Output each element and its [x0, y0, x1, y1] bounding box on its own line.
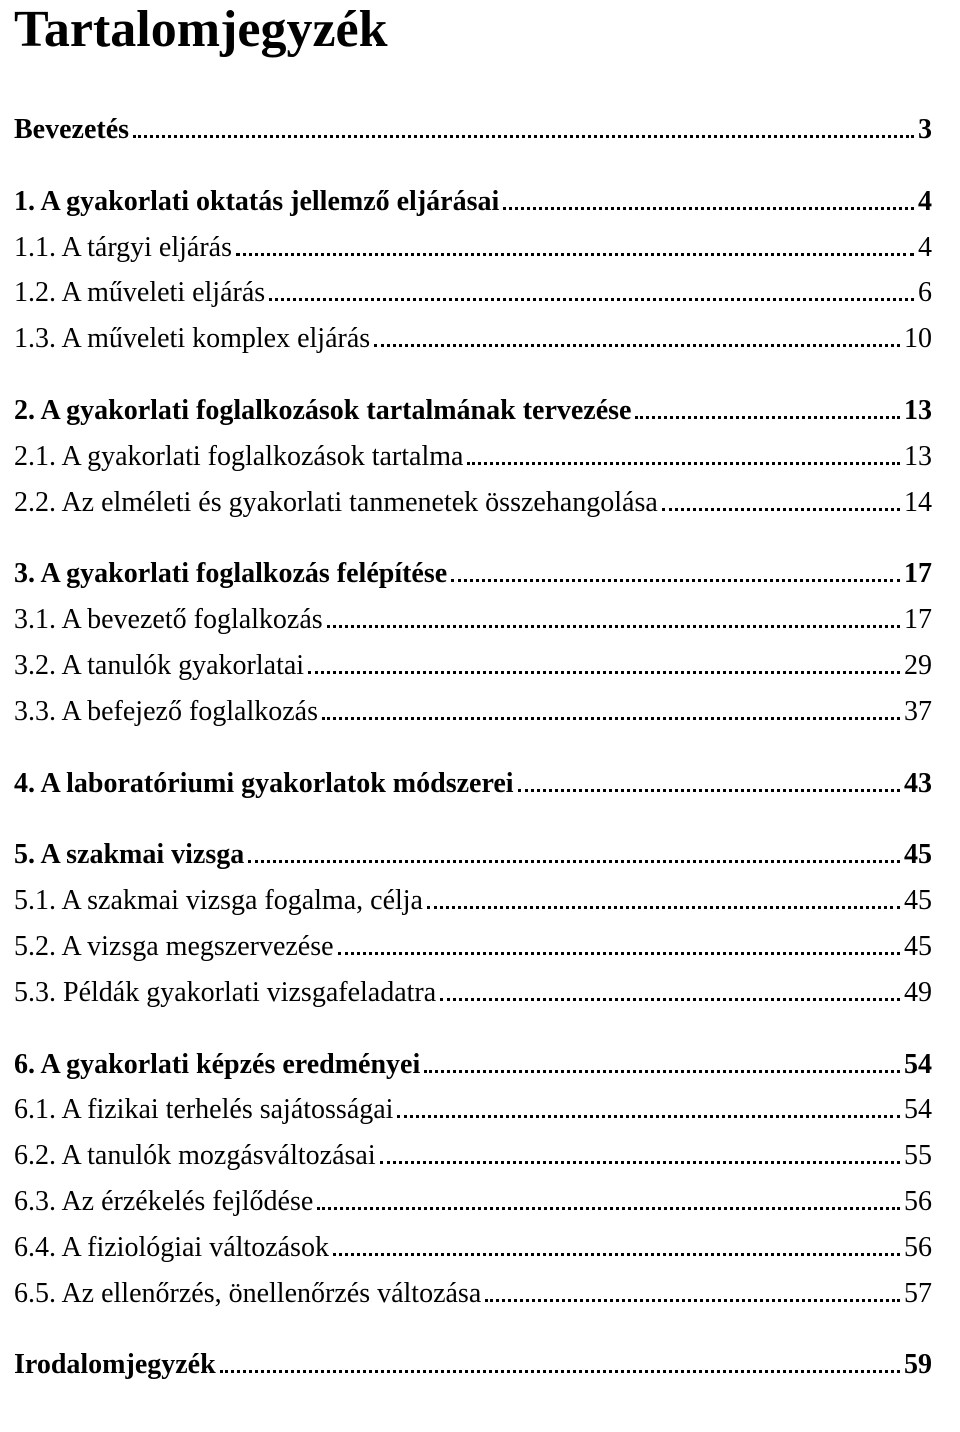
toc-entry: 6.2. A tanulók mozgásváltozásai 55: [14, 1137, 932, 1175]
toc-entry: Irodalomjegyzék 59: [14, 1346, 932, 1384]
toc-entry-page: 43: [904, 765, 932, 803]
toc-entry: 2.1. A gyakorlati foglalkozások tartalma…: [14, 438, 932, 476]
toc-entry-label: 5. A szakmai vizsga: [14, 836, 244, 874]
dot-leader: [322, 694, 900, 719]
toc-entry-label: 6.2. A tanulók mozgásváltozásai: [14, 1137, 376, 1175]
toc-entry-label: 3. A gyakorlati foglalkozás felépítése: [14, 555, 447, 593]
toc-entry-label: 3.1. A bevezető foglalkozás: [14, 601, 323, 639]
dot-leader: [269, 276, 914, 301]
toc-entry: 2. A gyakorlati foglalkozások tartalmána…: [14, 392, 932, 430]
toc-entry-page: 55: [904, 1137, 932, 1175]
toc-entry: 6.1. A fizikai terhelés sajátosságai 54: [14, 1091, 932, 1129]
toc-entry: 2.2. Az elméleti és gyakorlati tanmenete…: [14, 484, 932, 522]
dot-leader: [440, 975, 900, 1000]
toc-entry-label: 2.2. Az elméleti és gyakorlati tanmenete…: [14, 484, 658, 522]
toc-entry-page: 6: [918, 274, 932, 312]
toc-entry-page: 13: [904, 438, 932, 476]
toc-entry-page: 29: [904, 647, 932, 685]
toc-entry-page: 56: [904, 1183, 932, 1221]
dot-leader: [662, 485, 900, 510]
toc-entry: 5. A szakmai vizsga 45: [14, 836, 932, 874]
dot-leader: [635, 394, 900, 419]
dot-leader: [485, 1276, 900, 1301]
toc-entry-label: 6.5. Az ellenőrzés, önellenőrzés változá…: [14, 1275, 481, 1313]
toc-entry-label: 6.1. A fizikai terhelés sajátosságai: [14, 1091, 393, 1129]
toc-entry: Bevezetés 3: [14, 111, 932, 149]
toc-entry-page: 17: [904, 555, 932, 593]
dot-leader: [327, 603, 900, 628]
toc-entry-label: 3.2. A tanulók gyakorlatai: [14, 647, 304, 685]
toc-entry-label: 5.1. A szakmai vizsga fogalma, célja: [14, 882, 423, 920]
toc-entry-page: 45: [904, 882, 932, 920]
toc-entry: 5.3. Példák gyakorlati vizsgafeladatra 49: [14, 974, 932, 1012]
toc-entry-page: 10: [904, 320, 932, 358]
toc-entry-label: Irodalomjegyzék: [14, 1346, 216, 1384]
toc-entry-page: 3: [918, 111, 932, 149]
toc-entry-page: 17: [904, 601, 932, 639]
toc-entry: 3.1. A bevezető foglalkozás 17: [14, 601, 932, 639]
toc-entry-label: 4. A laboratóriumi gyakorlatok módszerei: [14, 765, 514, 803]
dot-leader: [467, 439, 900, 464]
toc-entry-label: 1.1. A tárgyi eljárás: [14, 229, 232, 267]
toc-entry-label: 1.3. A műveleti komplex eljárás: [14, 320, 370, 358]
dot-leader: [236, 230, 914, 255]
toc-entry-page: 45: [904, 836, 932, 874]
dot-leader: [380, 1139, 900, 1164]
toc-entry-page: 13: [904, 392, 932, 430]
dot-leader: [424, 1047, 900, 1072]
toc-entry-label: 6.3. Az érzékelés fejlődése: [14, 1183, 313, 1221]
toc-entry-page: 54: [904, 1046, 932, 1084]
dot-leader: [333, 1230, 900, 1255]
toc-entry: 6. A gyakorlati képzés eredményei 54: [14, 1046, 932, 1084]
toc-entry-label: 6.4. A fiziológiai változások: [14, 1229, 329, 1267]
toc-entry: 3. A gyakorlati foglalkozás felépítése 17: [14, 555, 932, 593]
toc-entry-label: 1.2. A műveleti eljárás: [14, 274, 265, 312]
toc-entry: 5.1. A szakmai vizsga fogalma, célja 45: [14, 882, 932, 920]
dot-leader: [427, 884, 900, 909]
dot-leader: [374, 322, 900, 347]
toc-entry-page: 57: [904, 1275, 932, 1313]
toc-entry: 6.3. Az érzékelés fejlődése 56: [14, 1183, 932, 1221]
toc-entry-label: 3.3. A befejező foglalkozás: [14, 693, 318, 731]
toc-entry-label: 1. A gyakorlati oktatás jellemző eljárás…: [14, 183, 499, 221]
toc-entry-page: 4: [918, 183, 932, 221]
toc-entry-label: Bevezetés: [14, 111, 129, 149]
toc-entry-page: 45: [904, 928, 932, 966]
toc-entry: 6.5. Az ellenőrzés, önellenőrzés változá…: [14, 1275, 932, 1313]
toc-entry-page: 54: [904, 1091, 932, 1129]
toc-entry-page: 14: [904, 484, 932, 522]
toc-entry: 1.2. A műveleti eljárás 6: [14, 274, 932, 312]
toc-entry: 1.3. A műveleti komplex eljárás 10: [14, 320, 932, 358]
dot-leader: [248, 838, 900, 863]
dot-leader: [317, 1185, 900, 1210]
dot-leader: [451, 557, 900, 582]
toc-entry-label: 2. A gyakorlati foglalkozások tartalmána…: [14, 392, 631, 430]
dot-leader: [308, 649, 900, 674]
toc-entry-label: 6. A gyakorlati képzés eredményei: [14, 1046, 420, 1084]
toc-entry: 6.4. A fiziológiai változások 56: [14, 1229, 932, 1267]
toc-entry: 5.2. A vizsga megszervezése 45: [14, 928, 932, 966]
toc-entry-page: 59: [904, 1346, 932, 1384]
page-title: Tartalomjegyzék: [14, 0, 932, 59]
toc-entry: 4. A laboratóriumi gyakorlatok módszerei…: [14, 765, 932, 803]
toc-entry-label: 5.2. A vizsga megszervezése: [14, 928, 334, 966]
toc-entry-page: 37: [904, 693, 932, 731]
toc-entry-label: 5.3. Példák gyakorlati vizsgafeladatra: [14, 974, 436, 1012]
toc-entry-page: 56: [904, 1229, 932, 1267]
toc-entry: 1. A gyakorlati oktatás jellemző eljárás…: [14, 183, 932, 221]
toc-entry: 3.2. A tanulók gyakorlatai 29: [14, 647, 932, 685]
page-container: Tartalomjegyzék Bevezetés 3 1. A gyakorlat…: [0, 0, 960, 1432]
toc-entry-page: 49: [904, 974, 932, 1012]
dot-leader: [503, 184, 914, 209]
toc-entry: 3.3. A befejező foglalkozás 37: [14, 693, 932, 731]
table-of-contents: Bevezetés 3 1. A gyakorlati oktatás jellem…: [14, 111, 932, 1384]
toc-entry-label: 2.1. A gyakorlati foglalkozások tartalma: [14, 438, 463, 476]
dot-leader: [518, 766, 900, 791]
toc-entry-page: 4: [918, 229, 932, 267]
dot-leader: [338, 930, 900, 955]
dot-leader: [133, 113, 914, 138]
dot-leader: [220, 1348, 900, 1373]
dot-leader: [397, 1093, 900, 1118]
toc-entry: 1.1. A tárgyi eljárás 4: [14, 229, 932, 267]
